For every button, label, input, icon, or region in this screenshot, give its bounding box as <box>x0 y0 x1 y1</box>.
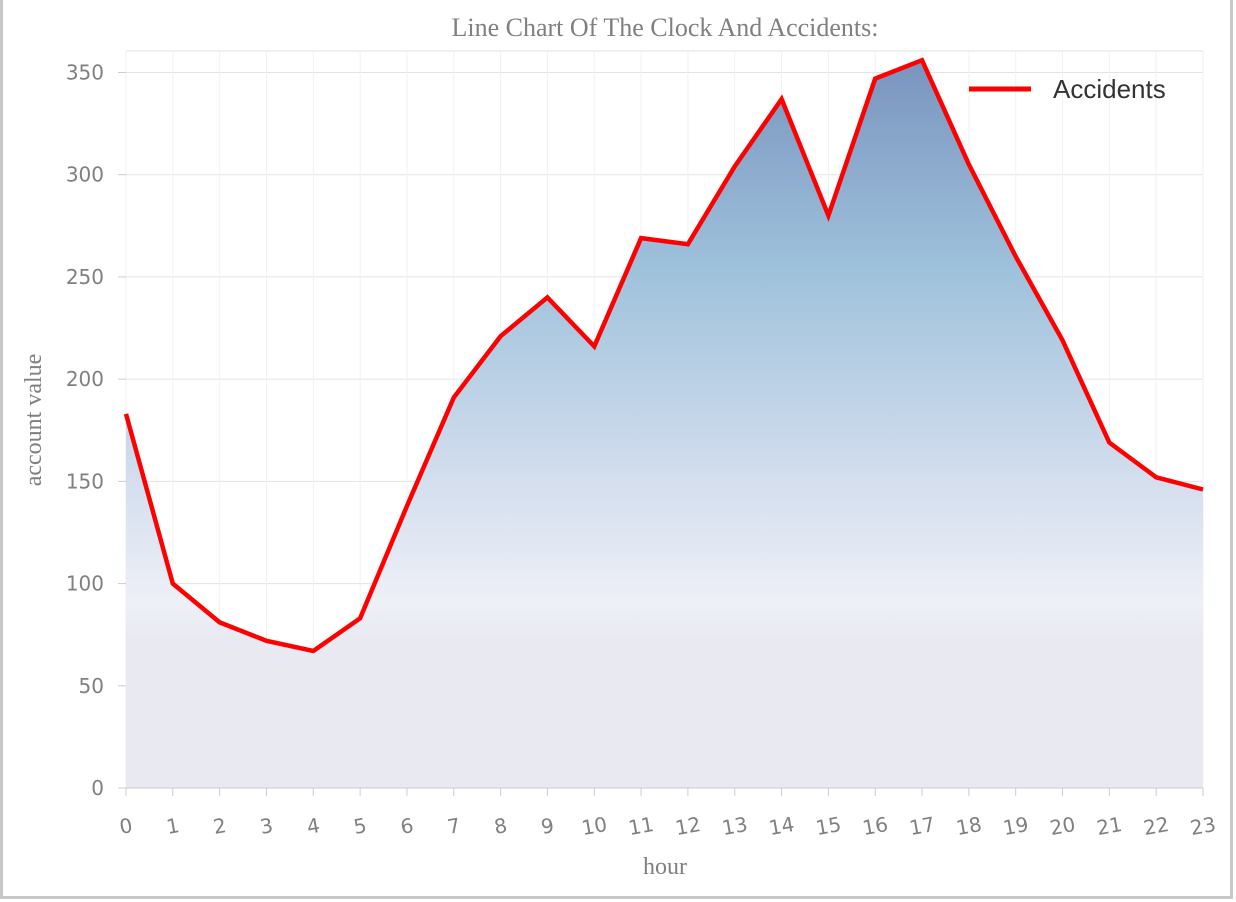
x-tick-label: 11 <box>626 812 655 840</box>
x-tick-label: 22 <box>1142 812 1171 840</box>
x-tick-label: 17 <box>907 812 936 840</box>
y-tick-label: 300 <box>66 163 104 187</box>
x-tick-label: 13 <box>720 812 749 840</box>
x-tick-label: 7 <box>445 813 462 839</box>
area-fill <box>126 60 1203 788</box>
x-tick-label: 1 <box>164 813 181 839</box>
x-tick-label: 0 <box>118 813 135 839</box>
x-tick-label: 4 <box>305 813 322 839</box>
y-axis: 0 50 100 150 200 250 300 350 <box>66 61 126 800</box>
x-tick-label: 21 <box>1095 812 1124 840</box>
y-tick-label: 200 <box>66 367 104 391</box>
x-tick-label: 15 <box>814 812 843 840</box>
x-tick-label: 8 <box>492 813 509 839</box>
x-tick-label: 2 <box>211 813 228 839</box>
y-tick-label: 150 <box>66 469 104 493</box>
legend-label-accidents: Accidents <box>1053 74 1166 104</box>
x-tick-label: 3 <box>258 813 275 839</box>
x-tick-label: 19 <box>1001 812 1030 840</box>
y-tick-label: 100 <box>66 572 104 596</box>
y-tick-label: 250 <box>66 265 104 289</box>
y-tick-label: 0 <box>91 776 104 800</box>
x-tick-label: 14 <box>767 812 796 840</box>
x-axis: 0 1 2 3 4 5 6 7 8 9 10 11 12 13 14 15 16 17 18 19 20 21 22 23 <box>118 787 1218 840</box>
series-line-accidents <box>123 57 1204 654</box>
y-tick-label: 350 <box>66 61 104 85</box>
x-tick-label: 20 <box>1048 812 1077 840</box>
x-tick-label: 23 <box>1188 812 1217 840</box>
y-tick-label: 50 <box>79 674 104 698</box>
x-tick-label: 10 <box>580 812 609 840</box>
x-tick-label: 18 <box>954 812 983 840</box>
x-tick-label: 12 <box>673 812 702 840</box>
chart-title: Line Chart Of The Clock And Accidents: <box>452 13 879 42</box>
x-axis-title: hour <box>643 854 687 880</box>
x-tick-label: 16 <box>861 812 890 840</box>
y-axis-title: account value <box>21 354 47 487</box>
x-tick-label: 5 <box>352 813 369 839</box>
x-tick-label: 6 <box>399 813 416 839</box>
x-tick-label: 9 <box>539 813 556 839</box>
legend[interactable]: Accidents <box>969 74 1166 104</box>
